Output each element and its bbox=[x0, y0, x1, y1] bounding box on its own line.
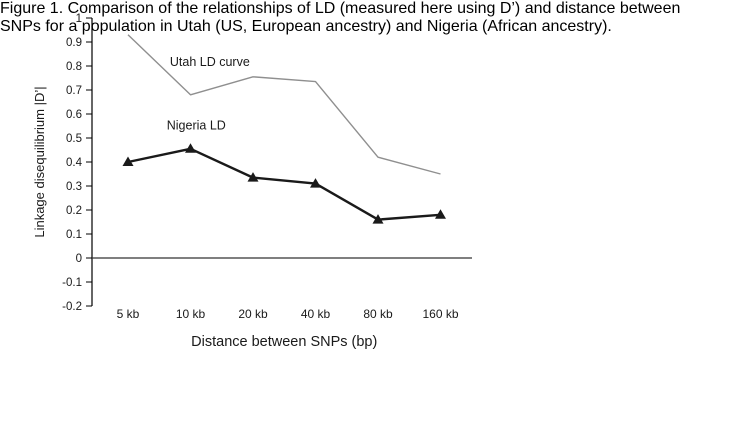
triangle-marker bbox=[372, 214, 384, 224]
y-tick-label: 0.6 bbox=[66, 109, 82, 121]
triangle-marker bbox=[185, 143, 196, 153]
x-tick-label: 40 kb bbox=[301, 307, 331, 321]
y-tick-label: 0.3 bbox=[66, 181, 82, 193]
x-tick-label: 10 kb bbox=[176, 307, 206, 321]
x-tick-label: 80 kb bbox=[363, 307, 393, 321]
x-tick-label: 160 kb bbox=[422, 307, 458, 321]
y-tick-label: 0.2 bbox=[66, 205, 82, 217]
triangle-marker bbox=[310, 178, 321, 188]
y-tick-label: 0 bbox=[76, 253, 82, 265]
triangle-marker bbox=[435, 209, 446, 219]
series-annotation: Nigeria LD bbox=[167, 119, 226, 133]
ld-line-chart: 1 0.9 0.8 0.7 0.6 0.5 0.4 0.3 0.2 0.1 0 -0.1 -0.2 Lin… bbox=[32, 13, 472, 350]
y-tick-label: 1 bbox=[76, 13, 82, 25]
figure-caption-line-2: SNPs for a population in Utah (US, Europ… bbox=[0, 18, 612, 35]
x-tick-label: 20 kb bbox=[238, 307, 268, 321]
y-tick-label: 0.1 bbox=[66, 229, 82, 241]
triangle-marker bbox=[247, 172, 259, 182]
x-axis-title: Distance between SNPs (bp) bbox=[191, 334, 377, 350]
chart-area: 1 0.9 0.8 0.7 0.6 0.5 0.4 0.3 0.2 0.1 0 -0.1 -0.2 Lin… bbox=[14, 6, 534, 367]
figure-caption-line-1: Figure 1. Comparison of the relationship… bbox=[0, 0, 681, 17]
y-tick-label: -0.2 bbox=[62, 301, 82, 313]
y-axis-title: Linkage disequilibrium |D’| bbox=[32, 86, 47, 237]
y-tick-label: 0.7 bbox=[66, 85, 82, 97]
y-tick-label: 0.4 bbox=[66, 157, 83, 169]
triangle-marker bbox=[122, 156, 134, 166]
y-tick-label: -0.1 bbox=[62, 277, 82, 289]
y-tick-label: 0.5 bbox=[66, 133, 82, 145]
series-annotation: Utah LD curve bbox=[170, 55, 250, 69]
y-tick-label: 0.9 bbox=[66, 37, 82, 49]
y-tick-label: 0.8 bbox=[66, 61, 82, 73]
x-tick-label: 5 kb bbox=[117, 307, 140, 321]
series-line-utah-ld-curve bbox=[127, 34, 441, 175]
series-line-nigeria-ld bbox=[127, 147, 441, 221]
